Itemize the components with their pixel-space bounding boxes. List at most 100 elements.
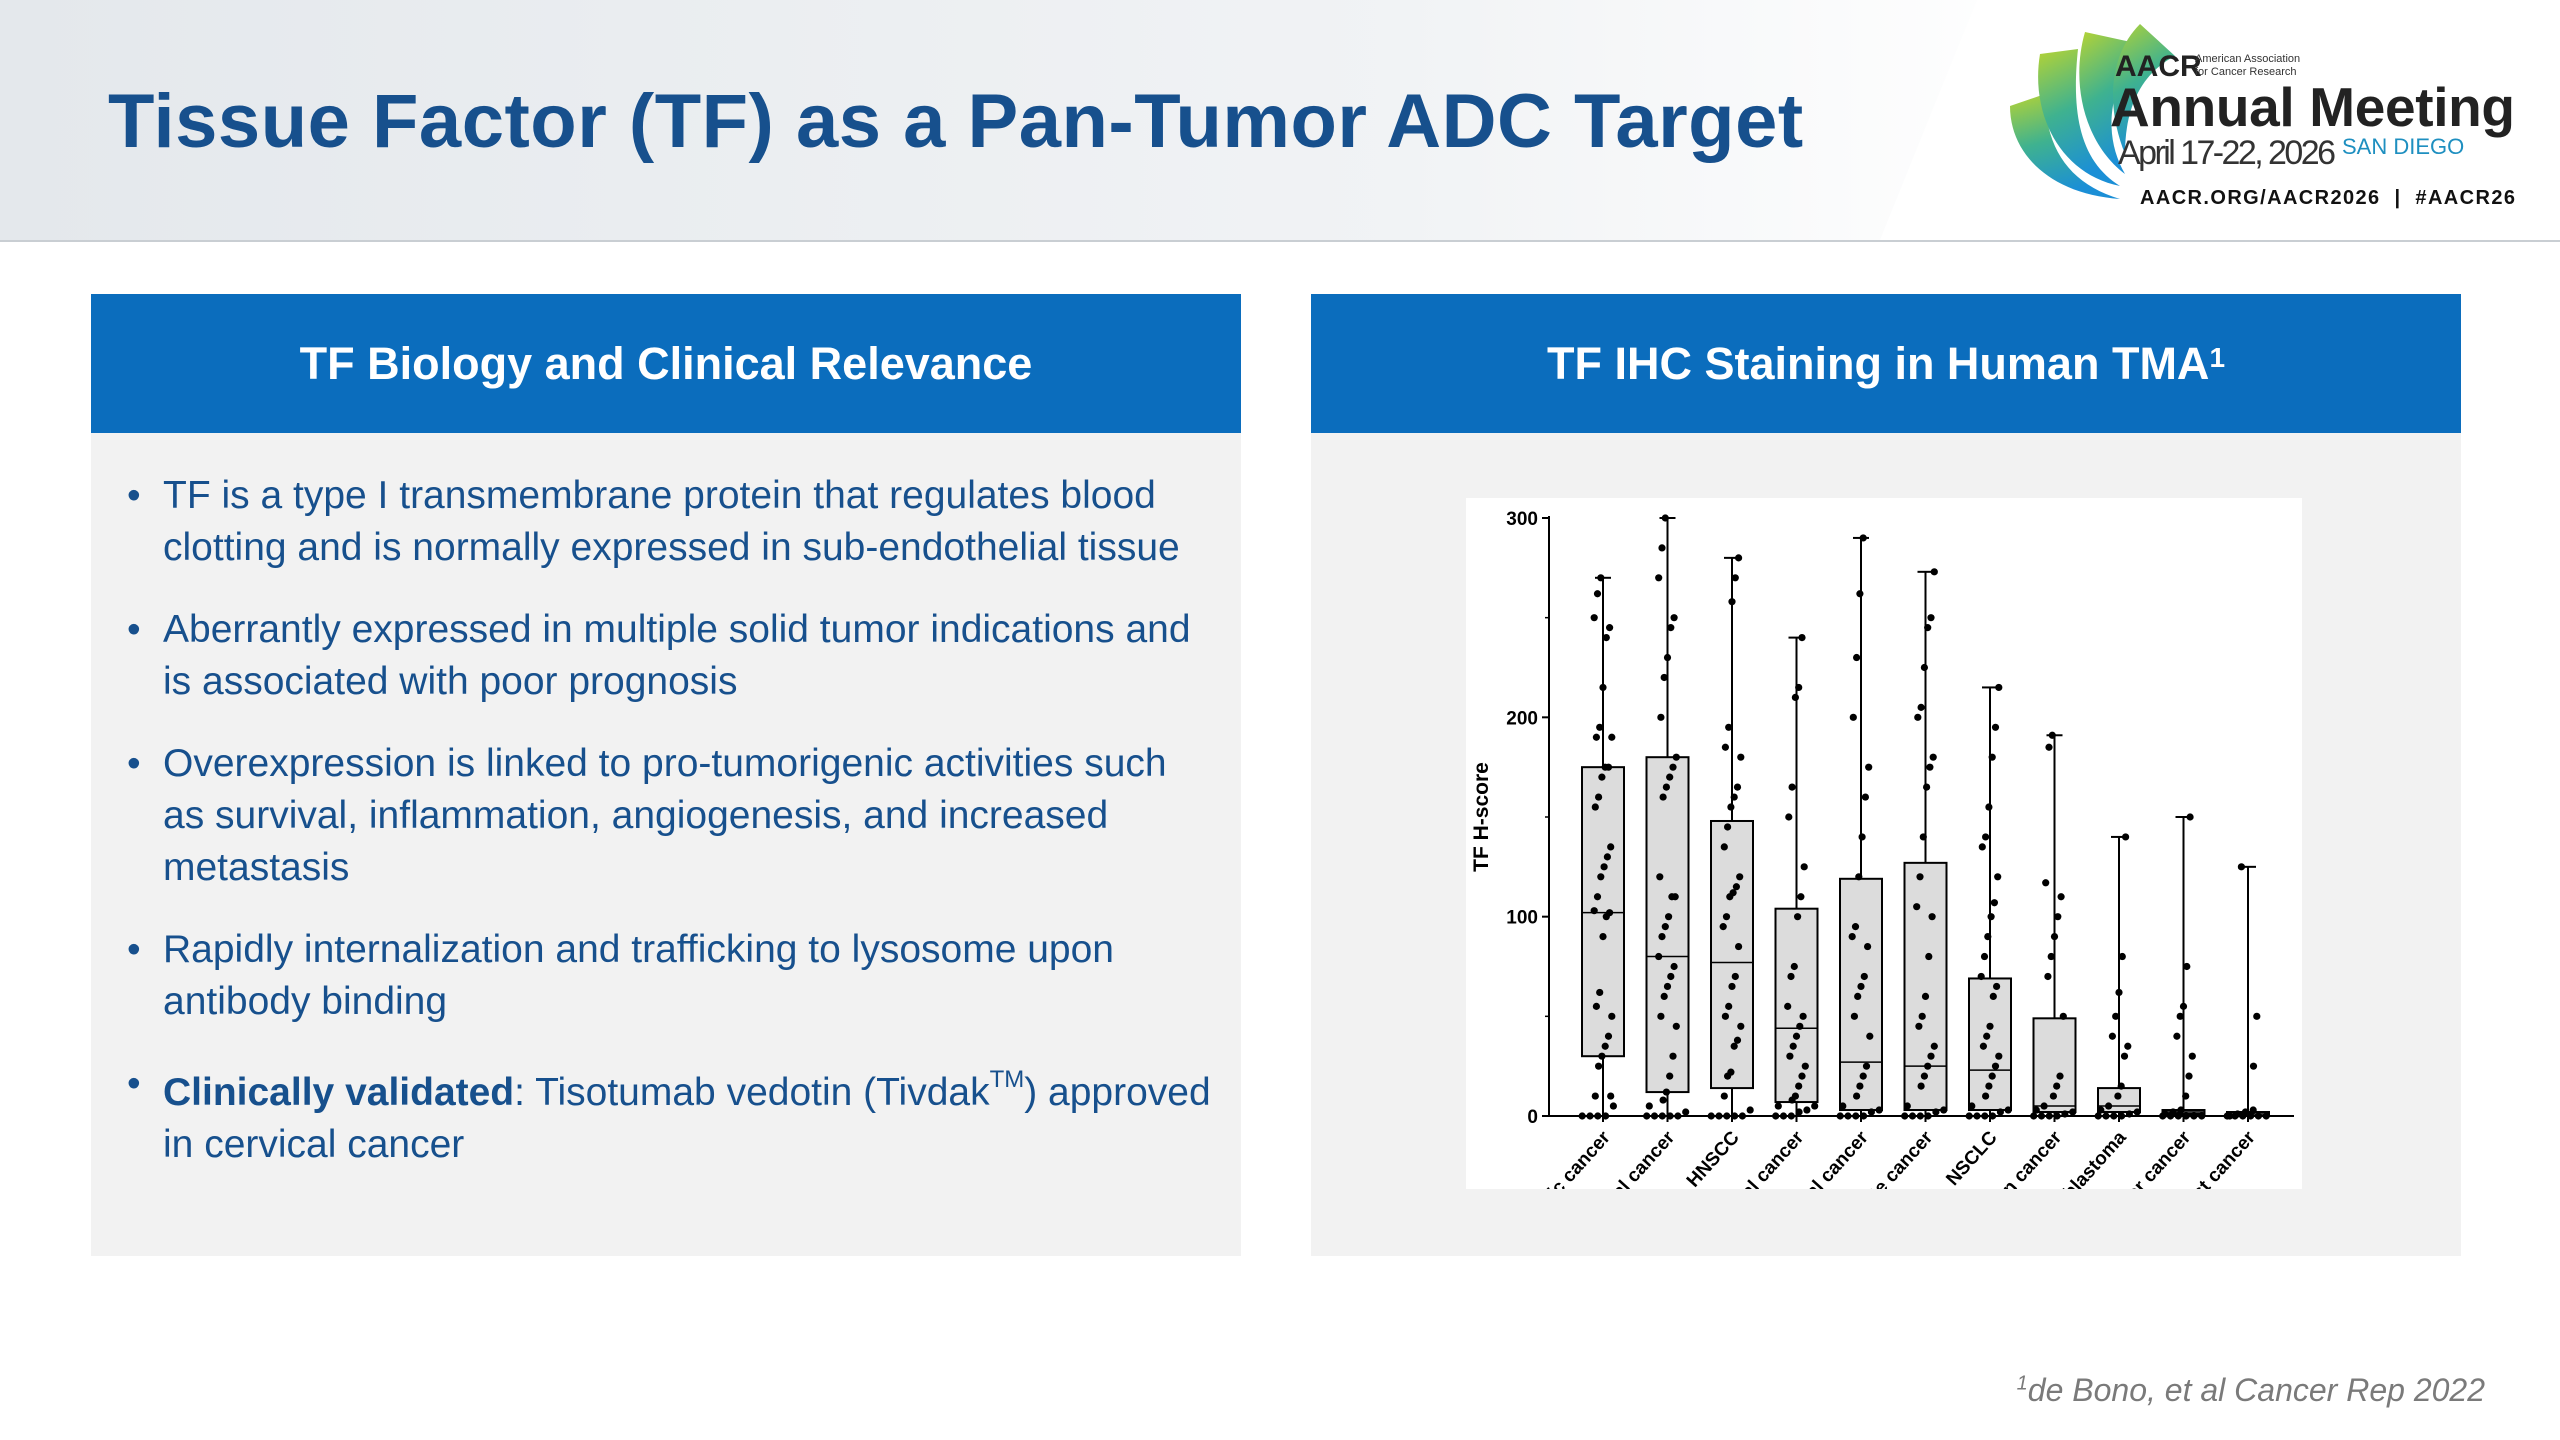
data-point bbox=[1803, 1106, 1811, 1114]
data-point bbox=[2108, 1032, 2116, 1040]
data-point bbox=[1903, 1102, 1911, 1110]
data-point bbox=[1670, 962, 1678, 971]
data-point bbox=[1596, 988, 1604, 997]
data-point bbox=[1844, 1112, 1852, 1120]
data-point bbox=[2112, 1012, 2120, 1020]
data-point bbox=[2253, 1012, 2261, 1020]
data-point bbox=[1989, 992, 1997, 1000]
data-point bbox=[2117, 1082, 2125, 1090]
data-point bbox=[1981, 1112, 1989, 1120]
data-point bbox=[1980, 952, 1989, 961]
data-point bbox=[1657, 713, 1665, 721]
data-point bbox=[1658, 933, 1666, 941]
data-point bbox=[1655, 952, 1663, 961]
panel-title-text: TF IHC Staining in Human TMA bbox=[1546, 337, 2210, 389]
data-point bbox=[1735, 554, 1743, 562]
bold-lead: Clinically validated bbox=[163, 1071, 515, 1114]
footnote-text: de Bono, et al Cancer Rep 2022 bbox=[2027, 1372, 2485, 1408]
data-point bbox=[1737, 753, 1745, 761]
data-point bbox=[2057, 893, 2065, 901]
svg-text:Annual Meeting: Annual Meeting bbox=[2110, 76, 2515, 138]
data-point bbox=[2249, 1062, 2258, 1070]
data-point bbox=[1672, 753, 1680, 761]
data-point bbox=[2110, 1112, 2118, 1120]
svg-text:for Cancer Research: for Cancer Research bbox=[2195, 66, 2297, 78]
logo-swoosh-icon bbox=[2010, 94, 2120, 199]
data-point bbox=[1865, 763, 1873, 771]
data-point bbox=[1731, 574, 1739, 582]
data-point bbox=[1643, 1112, 1651, 1120]
data-point bbox=[1607, 843, 1615, 851]
data-point bbox=[1607, 1092, 1615, 1100]
data-point bbox=[1860, 972, 1868, 981]
slide-title: Tissue Factor (TF) as a Pan-Tumor ADC Ta… bbox=[108, 79, 1804, 164]
data-point bbox=[1854, 992, 1862, 1000]
data-point bbox=[1795, 683, 1803, 692]
data-point bbox=[2049, 1092, 2057, 1100]
data-point bbox=[1595, 793, 1603, 801]
data-point bbox=[2040, 1102, 2048, 1110]
data-point bbox=[1578, 1112, 1586, 1120]
data-point bbox=[1720, 1092, 1728, 1100]
data-point bbox=[2161, 1110, 2169, 1118]
data-point bbox=[2226, 1112, 2234, 1120]
data-point bbox=[1925, 952, 1933, 961]
x-tick-label: HNSCC bbox=[1683, 1127, 1744, 1189]
data-point bbox=[2241, 1108, 2249, 1116]
data-point bbox=[1746, 1106, 1754, 1114]
data-point bbox=[1727, 1068, 1735, 1076]
data-point bbox=[2174, 1112, 2182, 1120]
data-point bbox=[1927, 614, 1935, 622]
data-point bbox=[1659, 793, 1667, 801]
data-point bbox=[1839, 1102, 1847, 1110]
data-point bbox=[1604, 763, 1613, 771]
data-point bbox=[1923, 783, 1931, 791]
data-point bbox=[1788, 783, 1796, 791]
y-tick-label: 0 bbox=[1527, 1107, 1538, 1128]
data-point bbox=[1800, 863, 1808, 871]
bullet-item: TF is a type I transmembrane protein tha… bbox=[127, 470, 1217, 574]
data-point bbox=[1787, 1112, 1795, 1120]
trademark: TM bbox=[989, 1066, 1025, 1093]
data-point bbox=[1662, 1088, 1670, 1096]
data-point bbox=[1915, 1022, 1923, 1030]
data-point bbox=[1908, 1112, 1917, 1120]
data-point bbox=[1682, 1108, 1690, 1116]
data-point bbox=[2115, 988, 2123, 997]
data-point bbox=[2059, 1012, 2067, 1020]
data-point bbox=[1599, 933, 1607, 941]
data-point bbox=[1991, 723, 2000, 731]
data-point bbox=[1737, 1022, 1745, 1030]
data-point bbox=[1721, 743, 1729, 751]
bullet-item: Aberrantly expressed in multiple solid t… bbox=[127, 604, 1217, 708]
bullet-list: TF is a type I transmembrane protein tha… bbox=[127, 470, 1217, 1201]
panel-title: TF IHC Staining in Human TMA 1 bbox=[1311, 294, 2461, 433]
data-point bbox=[1727, 803, 1735, 811]
data-point bbox=[2183, 962, 2191, 971]
data-point bbox=[1599, 683, 1607, 692]
data-point bbox=[1940, 1106, 1948, 1114]
data-point bbox=[1724, 823, 1732, 831]
data-point bbox=[1660, 992, 1668, 1000]
data-point bbox=[1600, 863, 1608, 871]
data-point bbox=[1982, 833, 1990, 841]
data-point bbox=[1606, 624, 1614, 632]
data-point bbox=[1988, 1072, 1996, 1080]
data-point bbox=[1855, 873, 1863, 881]
data-point bbox=[1985, 1082, 1993, 1090]
data-point bbox=[1596, 723, 1604, 731]
bullet-item-clinical: Clinically validated: Tisotumab vedotin … bbox=[127, 1058, 1217, 1171]
svg-text:April 17-22, 2026: April 17-22, 2026 bbox=[2118, 134, 2336, 172]
data-point bbox=[1866, 1032, 1874, 1040]
data-point bbox=[1733, 1036, 1742, 1044]
svg-text:AACR.ORG/AACR2026 | #AACR26: AACR.ORG/AACR2026 | #AACR26 bbox=[2140, 187, 2515, 209]
data-point bbox=[1926, 763, 1934, 771]
data-point bbox=[1658, 544, 1666, 552]
data-point bbox=[1798, 1072, 1806, 1080]
panel-title: TF Biology and Clinical Relevance bbox=[91, 294, 1241, 433]
data-point bbox=[1601, 1042, 1609, 1050]
bullet-item: Overexpression is linked to pro-tumorige… bbox=[127, 738, 1217, 894]
data-point bbox=[1991, 1062, 2000, 1070]
data-point bbox=[2133, 1108, 2141, 1116]
